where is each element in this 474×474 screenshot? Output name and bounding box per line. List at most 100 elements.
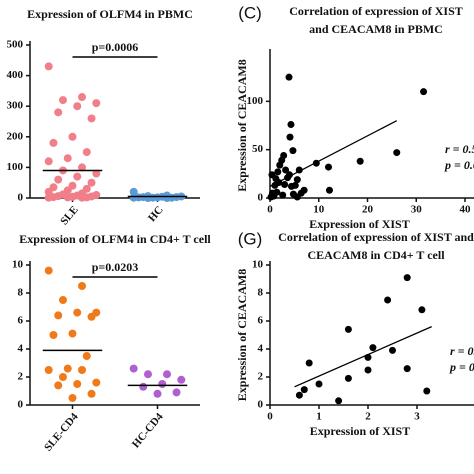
data-point xyxy=(289,147,297,155)
data-point xyxy=(293,193,301,201)
chart-title: Expression of OLFM4 in PBMC xyxy=(27,7,193,21)
fit-line xyxy=(294,326,432,388)
data-point xyxy=(78,193,87,202)
data-point xyxy=(92,99,101,108)
data-point xyxy=(44,62,53,71)
x-tick-label: 1 xyxy=(316,411,322,423)
data-point xyxy=(364,366,372,374)
data-point xyxy=(58,296,67,304)
data-point xyxy=(293,176,301,184)
data-point xyxy=(163,194,172,202)
data-point xyxy=(282,166,290,174)
data-point xyxy=(300,186,308,194)
data-point xyxy=(73,380,82,388)
data-point xyxy=(153,389,162,398)
data-point xyxy=(403,274,411,282)
y-tick-label: 10 xyxy=(252,259,264,271)
x-tick-label: 20 xyxy=(362,204,374,216)
data-point xyxy=(54,311,63,320)
data-point xyxy=(73,102,82,111)
data-point xyxy=(129,364,138,373)
x-tick-label: 0 xyxy=(267,204,273,216)
x-tick-label: SLE xyxy=(58,204,81,228)
data-point xyxy=(344,374,352,382)
stat-annotation: r = 0.526 xyxy=(450,344,474,358)
stat-annotation: r = 0.54 xyxy=(445,142,474,156)
y-tick-label: 2 xyxy=(18,371,24,383)
x-tick-label: 2 xyxy=(365,411,371,423)
data-point xyxy=(177,375,186,384)
y-tick-label: 200 xyxy=(7,130,24,142)
x-tick-label: 3 xyxy=(414,411,420,423)
y-axis-label: Expression of CEACAM8 xyxy=(235,269,249,401)
x-tick-label: 10 xyxy=(313,204,325,216)
x-tick-label: SLE-CD4 xyxy=(42,410,81,453)
data-point xyxy=(63,364,72,373)
x-tick-label: 40 xyxy=(460,204,472,216)
stat-annotation: p = 0.00 xyxy=(444,158,474,172)
data-point xyxy=(143,370,152,379)
data-point xyxy=(78,93,87,102)
data-point xyxy=(44,157,53,166)
data-point xyxy=(92,378,101,387)
data-point xyxy=(58,96,67,105)
data-point xyxy=(129,187,138,196)
panel-label: (C) xyxy=(238,3,262,22)
data-point xyxy=(68,132,77,141)
data-point xyxy=(49,331,58,339)
data-point xyxy=(54,381,63,390)
data-point xyxy=(163,370,172,379)
data-point xyxy=(129,193,138,202)
y-tick-label: 0 xyxy=(18,399,24,411)
data-point xyxy=(58,373,67,381)
data-point xyxy=(295,391,303,399)
data-point xyxy=(325,186,333,194)
data-point xyxy=(87,389,96,398)
y-axis-label: Expression of CEACAM8 xyxy=(235,59,249,191)
data-point xyxy=(268,171,276,179)
data-point xyxy=(44,187,53,196)
data-point xyxy=(280,151,288,159)
chart-title: Correlation of expression of XIST xyxy=(289,4,463,18)
data-point xyxy=(369,344,377,352)
data-point xyxy=(44,266,53,275)
data-point xyxy=(274,168,282,176)
data-point xyxy=(54,175,63,184)
x-tick-label: HC-CD4 xyxy=(130,410,166,450)
y-tick-label: 100 xyxy=(247,95,264,107)
data-point xyxy=(389,346,396,354)
y-tick-label: 10 xyxy=(12,259,24,271)
y-tick-label: 500 xyxy=(7,39,24,51)
stat-annotation: p = 0.036 xyxy=(449,360,474,374)
chart-title: and CEACAM8 in PBMC xyxy=(309,22,443,36)
chart-title: Correlation of expression of XIST and xyxy=(278,230,474,244)
data-point xyxy=(418,306,426,314)
data-point xyxy=(423,387,431,395)
panel-label: (G) xyxy=(238,229,263,248)
y-tick-label: 6 xyxy=(18,315,24,327)
y-tick-label: 8 xyxy=(258,287,264,299)
data-point xyxy=(158,380,167,388)
data-point xyxy=(68,329,77,338)
data-point xyxy=(172,388,181,397)
data-point xyxy=(78,366,87,374)
data-point xyxy=(287,121,295,129)
data-point xyxy=(92,169,101,178)
data-point xyxy=(87,178,96,187)
data-point xyxy=(315,380,323,388)
data-point xyxy=(300,386,308,394)
data-point xyxy=(63,154,72,163)
y-tick-label: 6 xyxy=(258,315,264,327)
data-point xyxy=(54,108,63,117)
p-value: p=0.0203 xyxy=(92,260,139,274)
data-point xyxy=(44,366,53,374)
fit-line xyxy=(269,120,398,187)
data-point xyxy=(78,163,87,172)
data-point xyxy=(420,88,428,96)
y-tick-label: 8 xyxy=(18,287,24,299)
y-tick-label: 0 xyxy=(258,192,264,204)
data-point xyxy=(356,157,364,165)
data-point xyxy=(273,188,281,196)
x-axis-label: Expression of XIST xyxy=(309,217,409,231)
